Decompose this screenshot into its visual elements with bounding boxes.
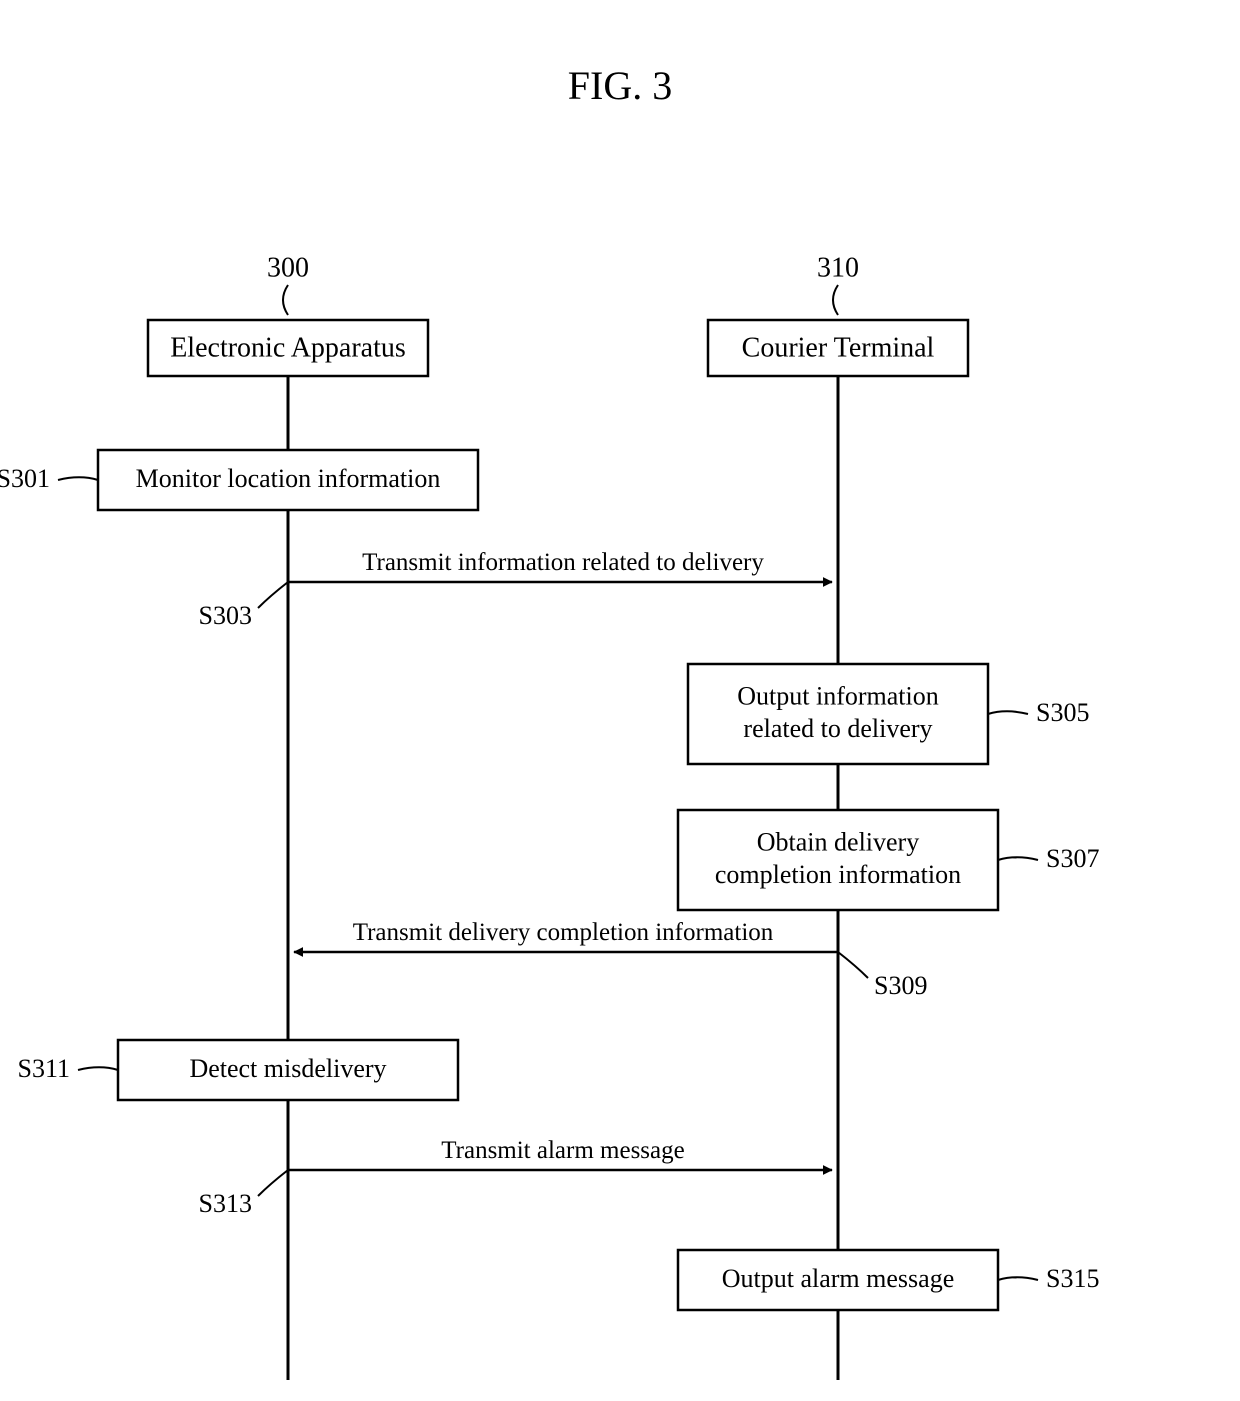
message-text: Transmit information related to delivery bbox=[362, 549, 764, 576]
lifeline-number: 310 bbox=[817, 252, 859, 283]
step-box-text: completion information bbox=[715, 860, 961, 889]
lifeline-head-label: Electronic Apparatus bbox=[170, 332, 406, 363]
step-box-text: Output alarm message bbox=[722, 1264, 955, 1293]
lifeline-number: 300 bbox=[267, 252, 309, 283]
lifeline-head-label: Courier Terminal bbox=[742, 332, 935, 363]
step-label: S313 bbox=[199, 1189, 252, 1218]
step-box-text: Monitor location information bbox=[136, 464, 441, 493]
figure-title: FIG. 3 bbox=[568, 63, 672, 108]
step-box-text: Obtain delivery bbox=[757, 828, 919, 857]
step-label: S303 bbox=[199, 601, 252, 630]
step-box-text: related to delivery bbox=[743, 714, 932, 743]
step-box-text: Detect misdelivery bbox=[189, 1054, 386, 1083]
step-label: S307 bbox=[1046, 844, 1099, 873]
step-label: S311 bbox=[18, 1054, 71, 1083]
step-label: S309 bbox=[874, 971, 927, 1000]
message-text: Transmit delivery completion information bbox=[353, 919, 774, 946]
step-label: S301 bbox=[0, 464, 50, 493]
message-text: Transmit alarm message bbox=[441, 1137, 684, 1164]
step-label: S305 bbox=[1036, 698, 1089, 727]
step-label: S315 bbox=[1046, 1264, 1099, 1293]
sequence-diagram: FIG. 3 300 Electronic Apparatus 310 Courier … bbox=[0, 0, 1240, 1401]
step-box-text: Output information bbox=[737, 682, 938, 711]
